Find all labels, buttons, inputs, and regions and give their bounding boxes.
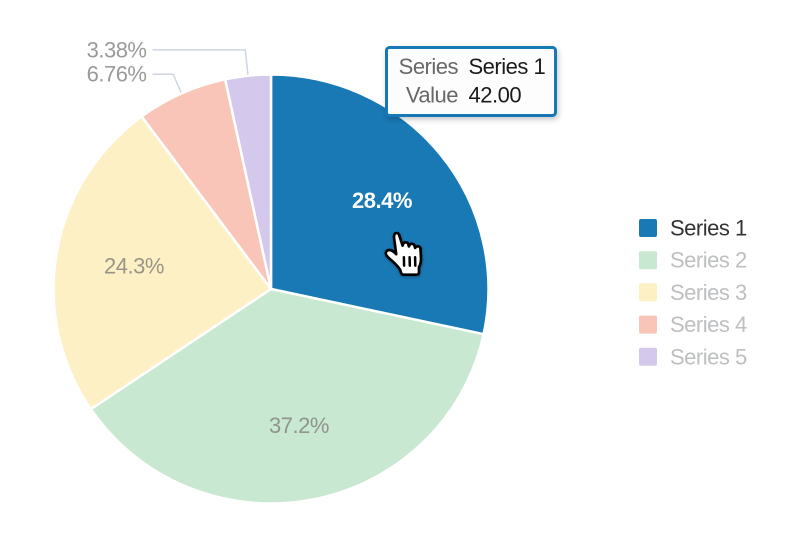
svg-text:Series 2: Series 2 bbox=[670, 248, 747, 273]
svg-text:3.38%: 3.38% bbox=[87, 38, 147, 63]
svg-text:Series 1: Series 1 bbox=[469, 54, 546, 79]
svg-text:Series 5: Series 5 bbox=[670, 344, 747, 369]
svg-text:37.2%: 37.2% bbox=[269, 413, 329, 438]
svg-text:24.3%: 24.3% bbox=[104, 254, 164, 279]
svg-text:Value: Value bbox=[406, 83, 458, 108]
svg-text:6.76%: 6.76% bbox=[87, 62, 147, 87]
svg-text:Series 4: Series 4 bbox=[670, 312, 747, 337]
svg-text:Series: Series bbox=[399, 54, 459, 79]
svg-text:28.4%: 28.4% bbox=[352, 188, 412, 213]
svg-text:42.00: 42.00 bbox=[469, 83, 522, 108]
svg-text:Series 3: Series 3 bbox=[670, 280, 747, 305]
svg-text:Series 1: Series 1 bbox=[670, 216, 747, 241]
